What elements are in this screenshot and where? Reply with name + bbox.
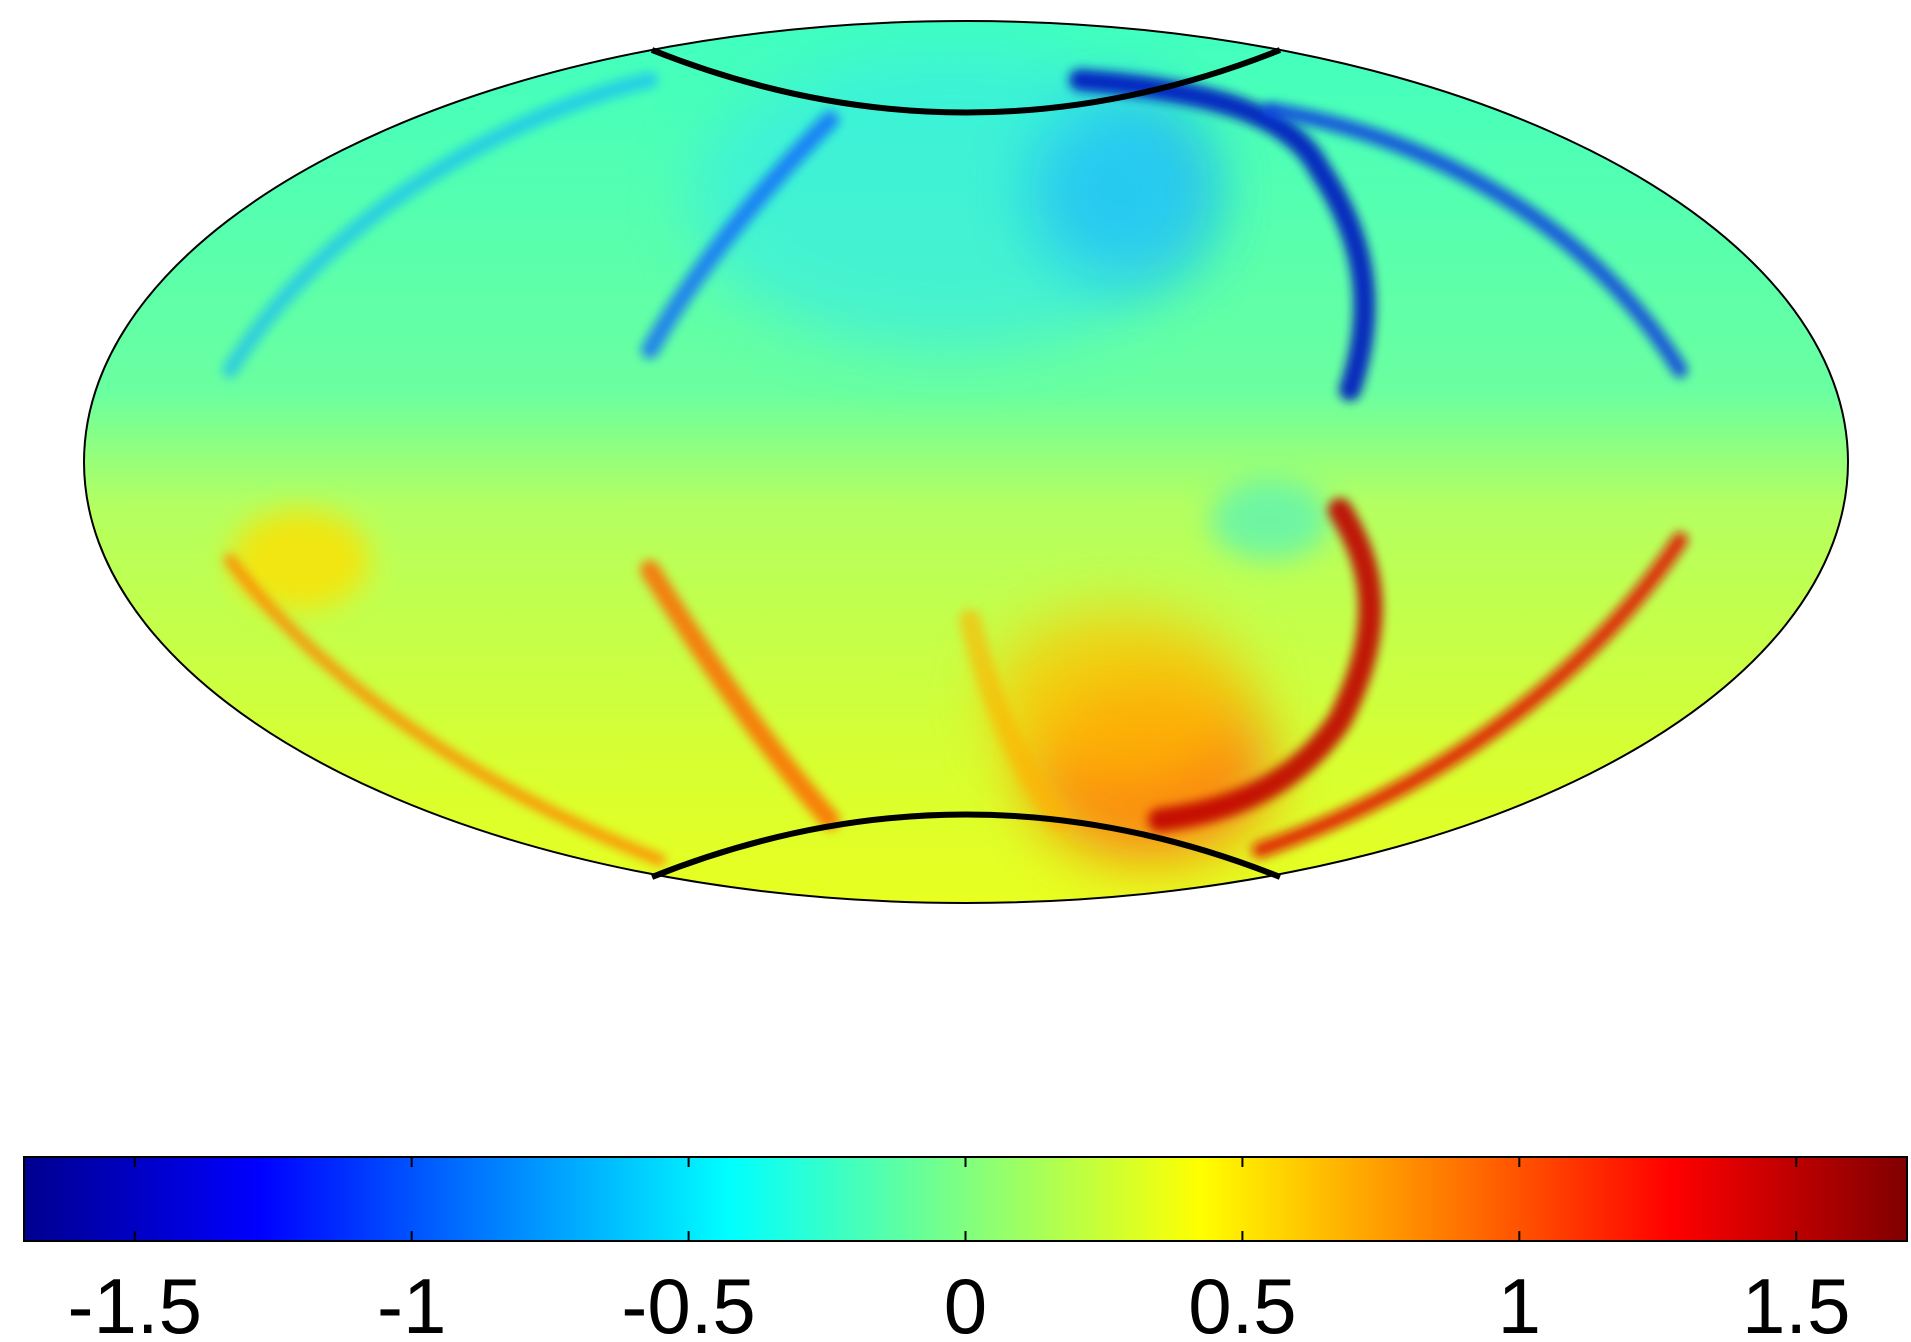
colorbar-tick-label: -1: [377, 1262, 446, 1342]
heatmap-map: [83, 20, 1849, 904]
north-cap-boundary: [650, 47, 1282, 116]
colorbar-tick-label: -0.5: [621, 1262, 755, 1342]
colorbar-tick-label: 0.5: [1188, 1262, 1296, 1342]
south-cap-boundary: [650, 811, 1282, 880]
colorbar-ticks: [133, 1157, 1798, 1241]
polar-caps: [650, 47, 1282, 880]
positive-streaks: [224, 498, 1688, 866]
colorbar-tick-label: -1.5: [68, 1262, 202, 1342]
colorbar-tick-label: 1.5: [1742, 1262, 1850, 1342]
colorbar-tick-labels: -1.5 -1 -0.5 0 0.5 1 1.5: [68, 1262, 1851, 1342]
map-outline: [83, 20, 1849, 904]
colorbar-gradient: [24, 1157, 1907, 1241]
negative-streaks: [222, 69, 1688, 401]
colorbar-tick-label: 1: [1498, 1262, 1541, 1342]
colorbar: -1.5 -1 -0.5 0 0.5 1 1.5: [23, 1156, 1908, 1342]
colorbar-tick-label: 0: [944, 1262, 987, 1342]
